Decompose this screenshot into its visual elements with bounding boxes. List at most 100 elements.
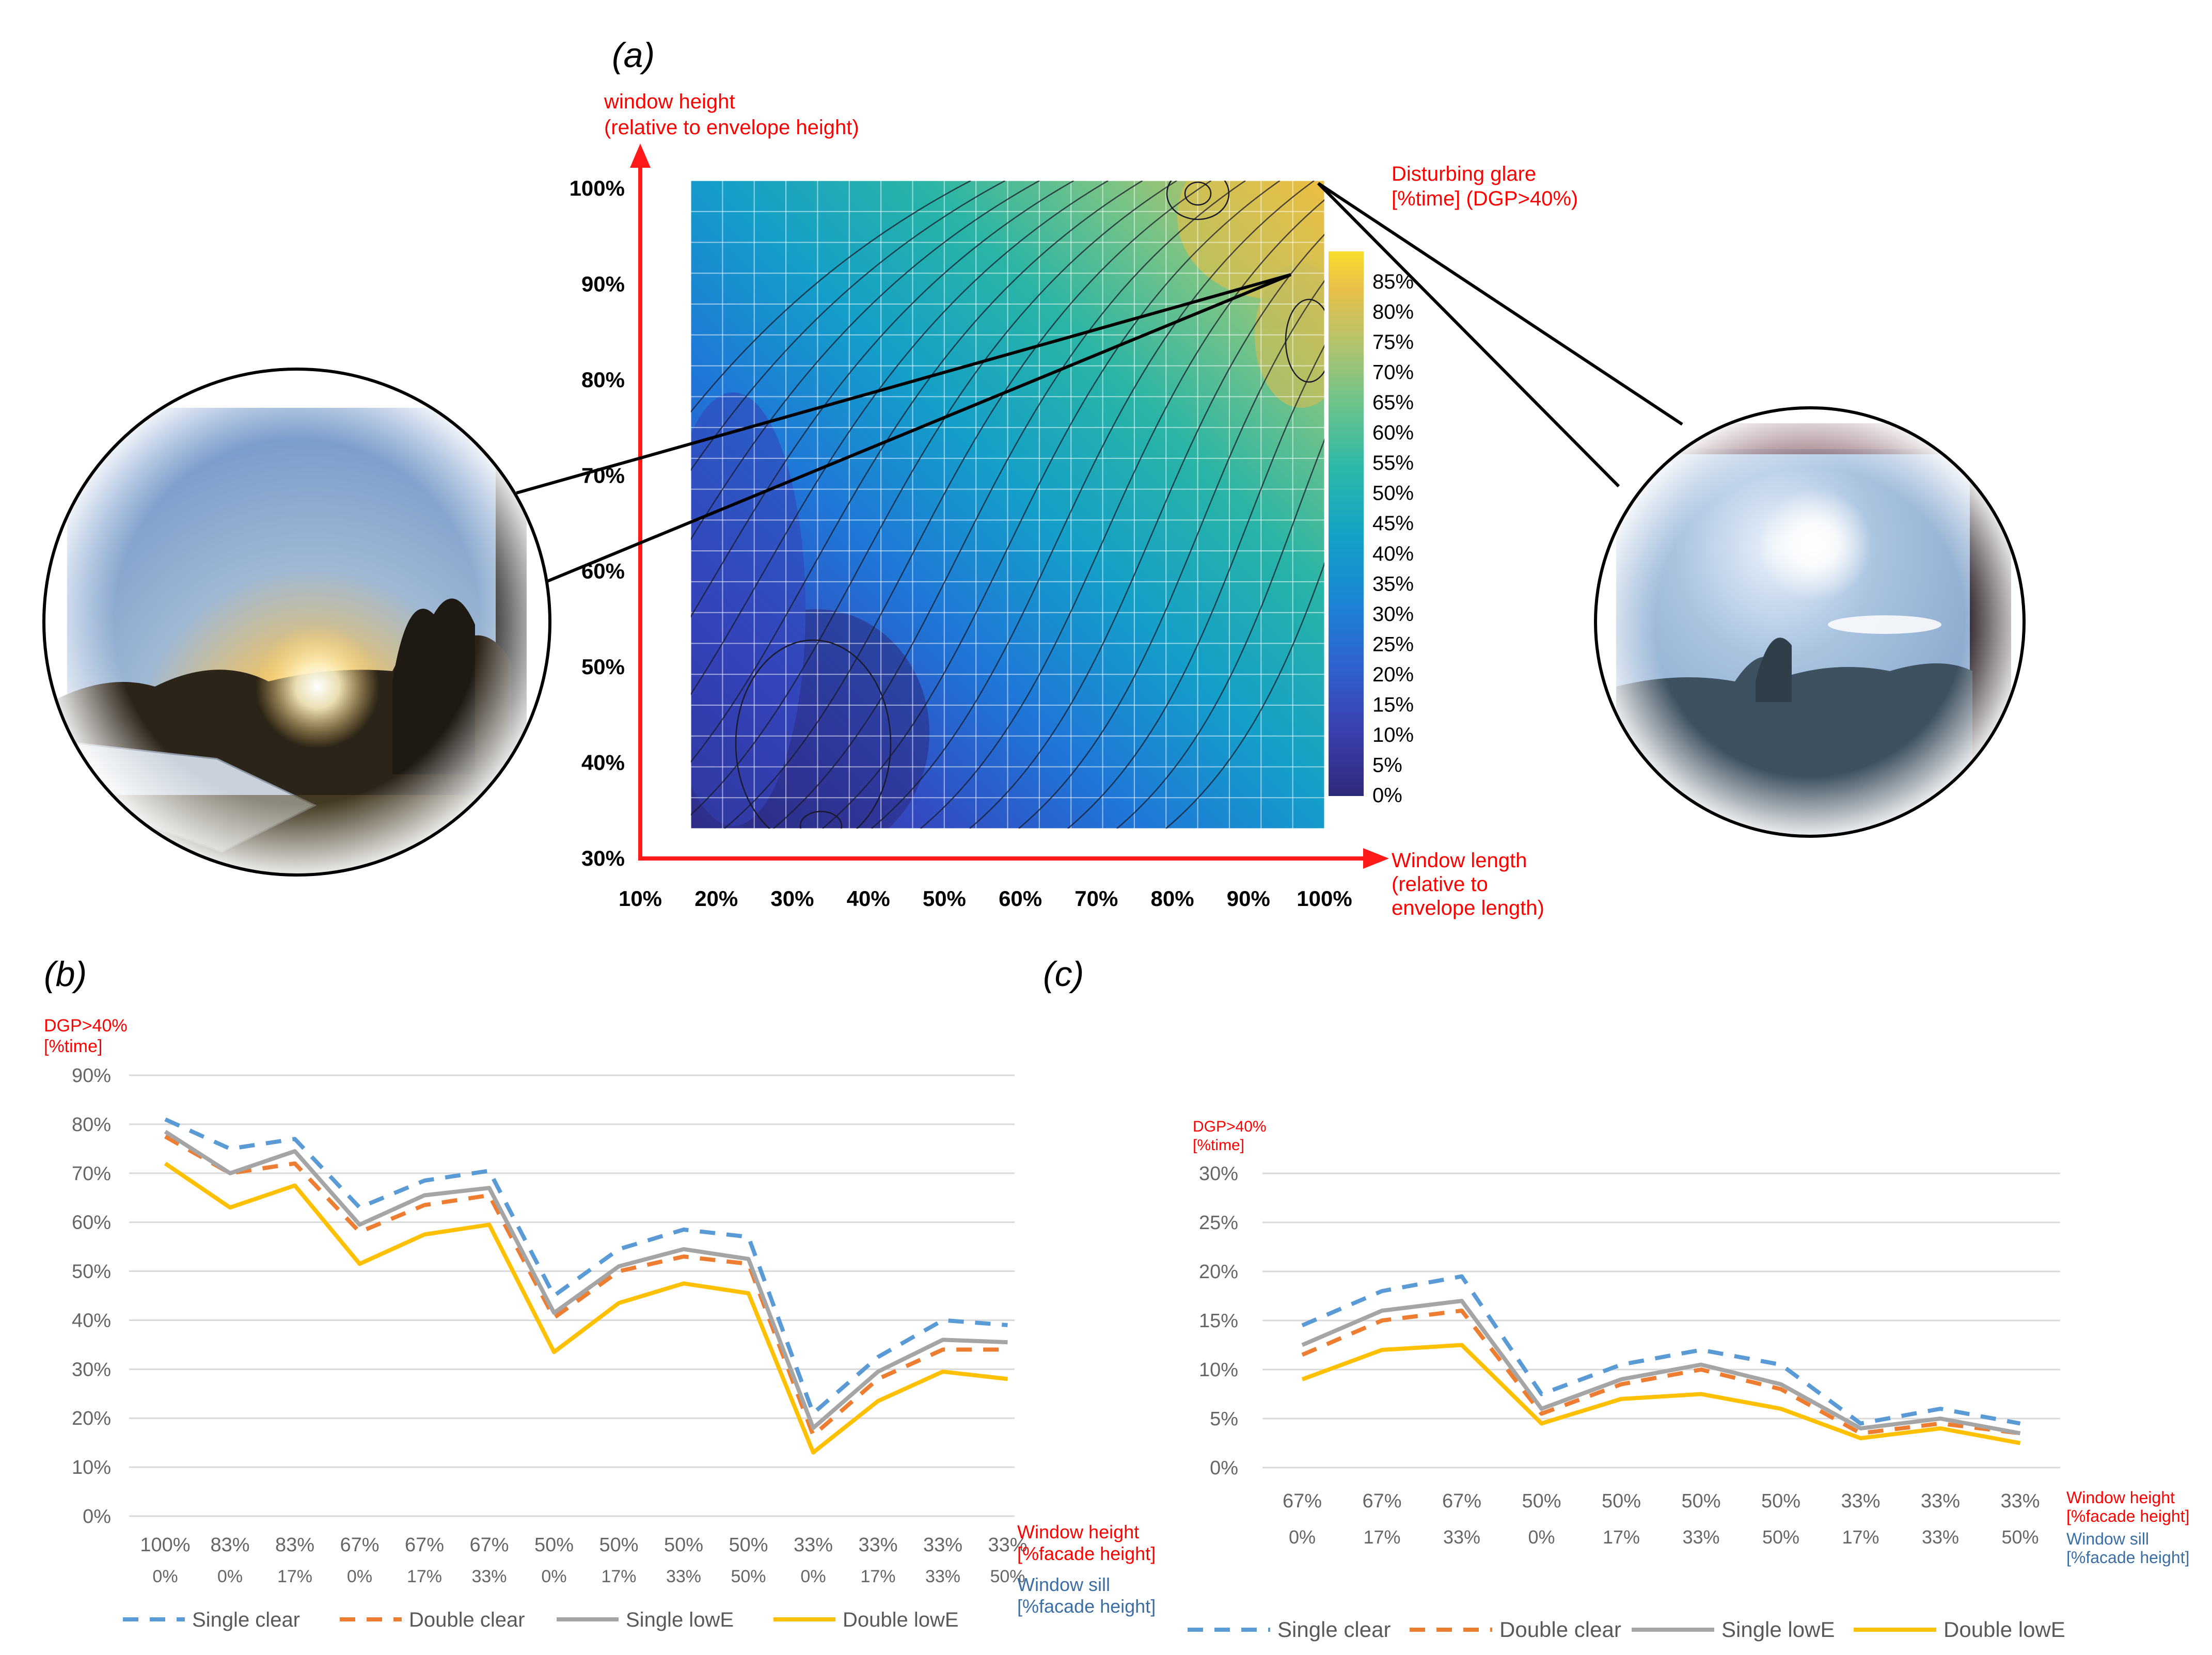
b-sill-label-line1: Window sill (1017, 1574, 1110, 1595)
heatmap-contour-line (1018, 280, 1324, 829)
c-sill-label-line2: [%facade height] (2066, 1548, 2189, 1567)
b-x-tick-height: 33% (923, 1534, 962, 1556)
c-y-ticks: 30% 25% 20% 15% 10% 5% 0% (1199, 1163, 1238, 1479)
heatmap-contour-line (1184, 181, 1212, 206)
heatmap-low-band (691, 392, 805, 826)
b-x-tick-sill: 50% (731, 1567, 766, 1586)
heatmap (690, 180, 1325, 829)
heatmap-contour-line (691, 181, 1109, 695)
c-y-tick: 25% (1199, 1212, 1238, 1234)
c-legend-label: Double clear (1499, 1617, 1621, 1642)
colorbar-tick: 40% (1372, 543, 1414, 565)
b-x-tick-height: 83% (275, 1534, 314, 1556)
c-x-tick-sill: 0% (1528, 1526, 1555, 1548)
b-y-tick: 50% (72, 1261, 111, 1283)
panel-a: (a) window height (relative to envelope … (42, 36, 2026, 919)
c-x-tick-sill: 33% (1443, 1526, 1480, 1548)
colorbar-ticks: 85%80%75%70%65%60%55%50%45%40%35%30%25%2… (1372, 270, 1414, 807)
b-x-tick-sill: 0% (347, 1567, 372, 1586)
b-x-tick-sill: 17% (860, 1567, 895, 1586)
heatmap-contour-line (691, 181, 971, 413)
c-legend-label: Single clear (1277, 1617, 1391, 1642)
colorbar-tick: 65% (1372, 391, 1414, 414)
b-x-tick-sill: 33% (925, 1567, 960, 1586)
pointer-line-left-lower (544, 273, 1292, 584)
colorbar-tick: 70% (1372, 361, 1414, 384)
b-x-tick-sill: 0% (800, 1567, 826, 1586)
heatmap-x-tick: 60% (999, 886, 1042, 911)
b-x-tick-sill: 33% (471, 1567, 507, 1586)
c-sill-label-line1: Window sill (2066, 1530, 2149, 1548)
b-series-line-double-clear (164, 1135, 1008, 1438)
b-y-tick: 60% (72, 1212, 111, 1234)
c-series-line-double-clear (1301, 1309, 2020, 1436)
c-legend-label: Double lowE (1944, 1617, 2065, 1642)
left-photo-border (42, 368, 551, 877)
x-axis-title-line2: (relative to (1392, 873, 1488, 896)
heatmap-contour-line (1285, 298, 1324, 383)
c-y-tick: 20% (1199, 1261, 1238, 1283)
c-series-line-double-lowe (1301, 1343, 2021, 1445)
right-photo-border (1594, 406, 2026, 838)
b-sill-label-line2: [%facade height] (1017, 1596, 1156, 1617)
b-y-tick: 90% (72, 1065, 111, 1087)
b-x-tick-sill: 0% (541, 1567, 566, 1586)
heatmap-contour-line (822, 181, 1281, 829)
b-y-tick: 20% (72, 1408, 111, 1429)
heatmap-contour-line (969, 233, 1324, 829)
c-x-tick-height: 67% (1362, 1490, 1401, 1512)
colorbar-tick: 25% (1372, 633, 1414, 656)
c-x-tick-height: 50% (1522, 1490, 1561, 1512)
c-x-tick-height: 33% (2000, 1490, 2040, 1512)
c-y-tick: 30% (1199, 1163, 1238, 1185)
heatmap-contour-line (1067, 344, 1324, 829)
heatmap-contour-line (773, 181, 1246, 829)
b-legend-label: Double lowE (843, 1609, 959, 1631)
c-axis-title-line1: DGP>40% (1193, 1118, 1267, 1135)
heatmap-x-tick: 10% (619, 886, 662, 911)
heatmap-contour-line (691, 181, 1040, 540)
colorbar-tick: 10% (1372, 724, 1414, 746)
b-legend-label: Single clear (192, 1609, 300, 1631)
b-y-tick: 40% (72, 1310, 111, 1331)
c-x-tick-height: 50% (1602, 1490, 1641, 1512)
colorbar-tick: 55% (1372, 452, 1414, 474)
b-series-line-double-lowe (164, 1161, 1008, 1455)
y-axis-arrowhead (630, 144, 651, 168)
sunset-glare-photo (42, 368, 551, 877)
c-series (1301, 1274, 2021, 1445)
c-axis-title-line2: [%time] (1193, 1137, 1244, 1154)
pointer-line-right-lower (1317, 182, 1620, 488)
c-y-tick: 15% (1199, 1310, 1238, 1332)
x-axis-title-line1: Window length (1392, 849, 1527, 872)
c-height-label-line1: Window height (2066, 1488, 2175, 1507)
panel-a-label: (a) (612, 36, 655, 75)
c-x-tick-sill: 33% (1682, 1526, 1719, 1548)
c-x-tick-height: 50% (1681, 1490, 1720, 1512)
panel-c-label: (c) (1043, 954, 1084, 994)
heatmap-y-tick: 50% (581, 655, 625, 679)
b-x-tick-height: 50% (664, 1534, 703, 1556)
c-x-tick-sill: 0% (1289, 1526, 1316, 1548)
b-x-tick-height: 100% (140, 1534, 190, 1556)
b-x-tick-sill: 17% (277, 1567, 312, 1586)
heatmap-x-tick: 20% (694, 886, 738, 911)
heatmap-x-tick: 50% (923, 886, 966, 911)
b-y-tick: 80% (72, 1114, 111, 1136)
colorbar-tick: 50% (1372, 482, 1414, 505)
colorbar-tick: 20% (1372, 663, 1414, 686)
c-x-tick-height: 50% (1761, 1490, 1800, 1512)
b-x-tick-height: 50% (729, 1534, 768, 1556)
heatmap-y-tick: 90% (581, 272, 625, 296)
c-x-tick-sill: 33% (1922, 1526, 1959, 1548)
heatmap-x-tick: 30% (770, 886, 814, 911)
heatmap-x-tick: 40% (847, 886, 890, 911)
heatmap-contour-line (871, 181, 1315, 829)
heatmap-x-tick: 100% (1297, 886, 1352, 911)
b-x-ticks-height: 100% 83% 83% 67% 67% 67% 50% 50% 50% 50% 33% 33% 33%… (140, 1534, 1027, 1556)
heatmap-contour-line (1165, 562, 1324, 829)
pointer-line-right-upper (1317, 182, 1683, 426)
colorbar-title-line1: Disturbing glare (1392, 163, 1536, 185)
c-legend: Single clear Double clear Single lowE Doubl… (1188, 1617, 2065, 1642)
heatmap-y-ticks: 100% 90% 80% 70% 60% 50% 40% 30% (570, 176, 625, 870)
